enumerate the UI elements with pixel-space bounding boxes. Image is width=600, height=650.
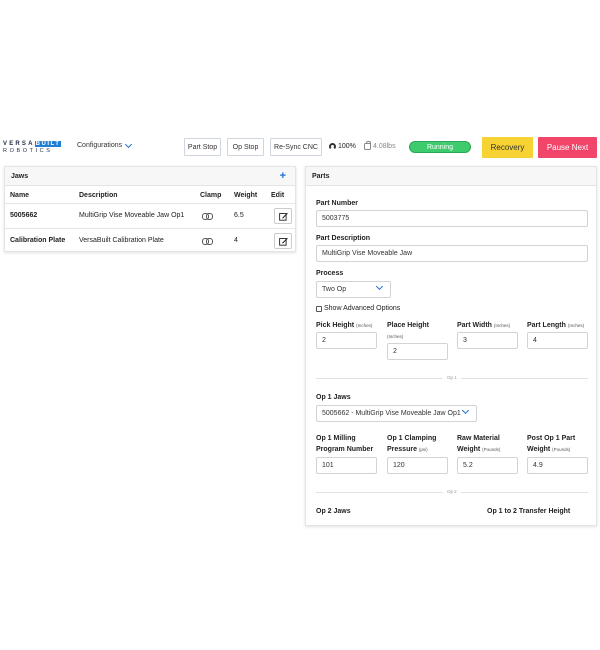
recovery-button[interactable]: Recovery xyxy=(482,137,533,158)
post-weight-input[interactable]: 4.9 xyxy=(527,457,588,474)
raw-weight-input[interactable]: 5.2 xyxy=(457,457,518,474)
resync-cnc-button[interactable]: Re-Sync CNC xyxy=(270,138,322,156)
parts-panel: Parts Part Number 5003775 Part Descripti… xyxy=(305,166,597,526)
op1-milling-label-line2: Program Number xyxy=(316,446,374,453)
jaws-panel: Jaws + Name Description Clamp Weight Edi… xyxy=(4,166,296,252)
pause-next-button[interactable]: Pause Next xyxy=(538,137,597,158)
jaw-name: 5005662 xyxy=(10,212,38,219)
part-width-unit: (Inches) xyxy=(493,323,511,328)
col-name: Name xyxy=(10,192,30,199)
process-value: Two Op xyxy=(322,286,347,293)
post-weight-label-line1: Post Op 1 Part xyxy=(527,435,576,442)
op1-jaws-value: 5005662 - MultiGrip Vise Moveable Jaw Op… xyxy=(322,410,461,417)
part-number-label: Part Number xyxy=(316,200,359,207)
op1-milling-input[interactable]: 101 xyxy=(316,457,377,474)
op1-clamping-label: Op 1 Clamping Pressure (psi) xyxy=(387,433,436,455)
jaw-weight: 4 xyxy=(234,237,238,244)
raw-weight-label-line1: Raw Material xyxy=(457,435,500,442)
edit-icon xyxy=(278,237,288,246)
running-status-badge: Running xyxy=(409,141,471,153)
checkbox-box[interactable] xyxy=(316,305,322,312)
pick-height-input[interactable]: 2 xyxy=(316,332,377,349)
process-label: Process xyxy=(316,270,344,277)
op2-jaws-label: Op 2 Jaws xyxy=(316,508,351,515)
col-edit: Edit xyxy=(271,192,285,199)
plus-icon[interactable]: + xyxy=(279,170,286,182)
op1-milling-label: Op 1 Milling Program Number xyxy=(316,433,373,455)
jaw-description: VersaBuilt Calibration Plate xyxy=(79,237,164,244)
transfer-height-label: Op 1 to 2 Transfer Height xyxy=(487,508,571,515)
pick-height-label: Pick Height (Inches) xyxy=(316,320,372,331)
post-weight-label: Post Op 1 Part Weight (Pounds) xyxy=(527,433,575,455)
op1-jaws-label: Op 1 Jaws xyxy=(316,394,351,401)
link-icon xyxy=(202,238,213,245)
logo-text-built: BUILT xyxy=(34,141,62,147)
col-weight: Weight xyxy=(234,192,258,199)
table-row: Calibration Plate VersaBuilt Calibration… xyxy=(5,228,295,252)
op1-milling-label-line1: Op 1 Milling xyxy=(316,435,356,442)
op2-divider-label: Op 2 xyxy=(443,489,461,494)
configurations-label: Configurations xyxy=(77,142,123,149)
post-weight-label-line2: Weight xyxy=(527,446,551,453)
part-length-label: Part Length (Inches) xyxy=(527,320,584,331)
parts-title: Parts xyxy=(312,172,330,180)
table-row: 5005662 MultiGrip Vise Moveable Jaw Op1 … xyxy=(5,203,295,227)
jaw-weight: 6.5 xyxy=(234,212,244,219)
gauge-value: 100% xyxy=(338,143,356,150)
edit-button[interactable] xyxy=(274,233,292,249)
part-number-input[interactable]: 5003775 xyxy=(316,210,588,227)
advanced-options-label: Show Advanced Options xyxy=(324,305,401,312)
place-height-input[interactable]: 2 xyxy=(387,343,448,360)
op1-divider-label: Op 1 xyxy=(443,375,461,380)
weight-value: 4.08lbs xyxy=(373,143,396,150)
part-description-label: Part Description xyxy=(316,235,371,242)
jaw-description: MultiGrip Vise Moveable Jaw Op1 xyxy=(79,212,185,219)
col-clamp: Clamp xyxy=(200,192,222,199)
logo-text-robotics: ROBOTICS xyxy=(3,148,53,154)
edit-button[interactable] xyxy=(274,208,292,224)
raw-weight-unit: (Pounds) xyxy=(482,447,501,452)
versabuilt-logo: VERSA BUILT ROBOTICS xyxy=(3,141,69,154)
op1-clamping-label-line1: Op 1 Clamping xyxy=(387,435,437,442)
chevron-down-icon xyxy=(375,282,384,291)
part-stop-button[interactable]: Part Stop xyxy=(184,138,221,156)
gauge-status: 100% xyxy=(329,143,356,150)
part-width-label-text: Part Width xyxy=(457,322,492,329)
part-width-label: Part Width (Inches) xyxy=(457,320,510,331)
part-length-input[interactable]: 4 xyxy=(527,332,588,349)
jaws-title: Jaws xyxy=(11,172,29,180)
raw-weight-label-line2: Weight xyxy=(457,446,481,453)
parts-header: Parts xyxy=(306,167,596,186)
op1-jaws-select[interactable]: 5005662 - MultiGrip Vise Moveable Jaw Op… xyxy=(316,405,477,422)
place-height-unit: (Inches) xyxy=(387,334,404,339)
op1-clamping-unit: (psi) xyxy=(418,447,428,452)
op1-clamping-input[interactable]: 120 xyxy=(387,457,448,474)
process-select[interactable]: Two Op xyxy=(316,281,391,298)
post-weight-unit: (Pounds) xyxy=(552,447,571,452)
link-icon xyxy=(202,213,213,220)
place-height-label-text: Place Height xyxy=(387,322,430,329)
weight-status: 4.08lbs xyxy=(364,141,396,150)
pick-height-label-text: Pick Height xyxy=(316,322,355,329)
part-description-input[interactable]: MultiGrip Vise Moveable Jaw xyxy=(316,245,588,262)
place-height-label: Place Height (Inches) xyxy=(387,320,429,342)
weight-icon xyxy=(364,141,371,150)
part-length-unit: (Inches) xyxy=(567,323,585,328)
pick-height-unit: (Inches) xyxy=(356,323,373,328)
jaw-name: Calibration Plate xyxy=(10,237,66,244)
chevron-down-icon xyxy=(125,140,133,148)
raw-weight-label: Raw Material Weight (Pounds) xyxy=(457,433,500,455)
chevron-down-icon xyxy=(461,406,470,415)
part-length-label-text: Part Length xyxy=(527,322,566,329)
op-stop-button[interactable]: Op Stop xyxy=(227,138,264,156)
part-width-input[interactable]: 3 xyxy=(457,332,518,349)
advanced-options-checkbox[interactable]: Show Advanced Options xyxy=(316,305,400,312)
edit-icon xyxy=(278,212,288,221)
jaws-header: Jaws + xyxy=(5,167,295,186)
col-description: Description xyxy=(79,192,118,199)
gauge-icon xyxy=(329,143,336,150)
op1-clamping-label-line2: Pressure xyxy=(387,446,417,453)
configurations-dropdown[interactable]: Configurations xyxy=(77,140,133,149)
logo-text-versa: VERSA xyxy=(3,141,35,147)
